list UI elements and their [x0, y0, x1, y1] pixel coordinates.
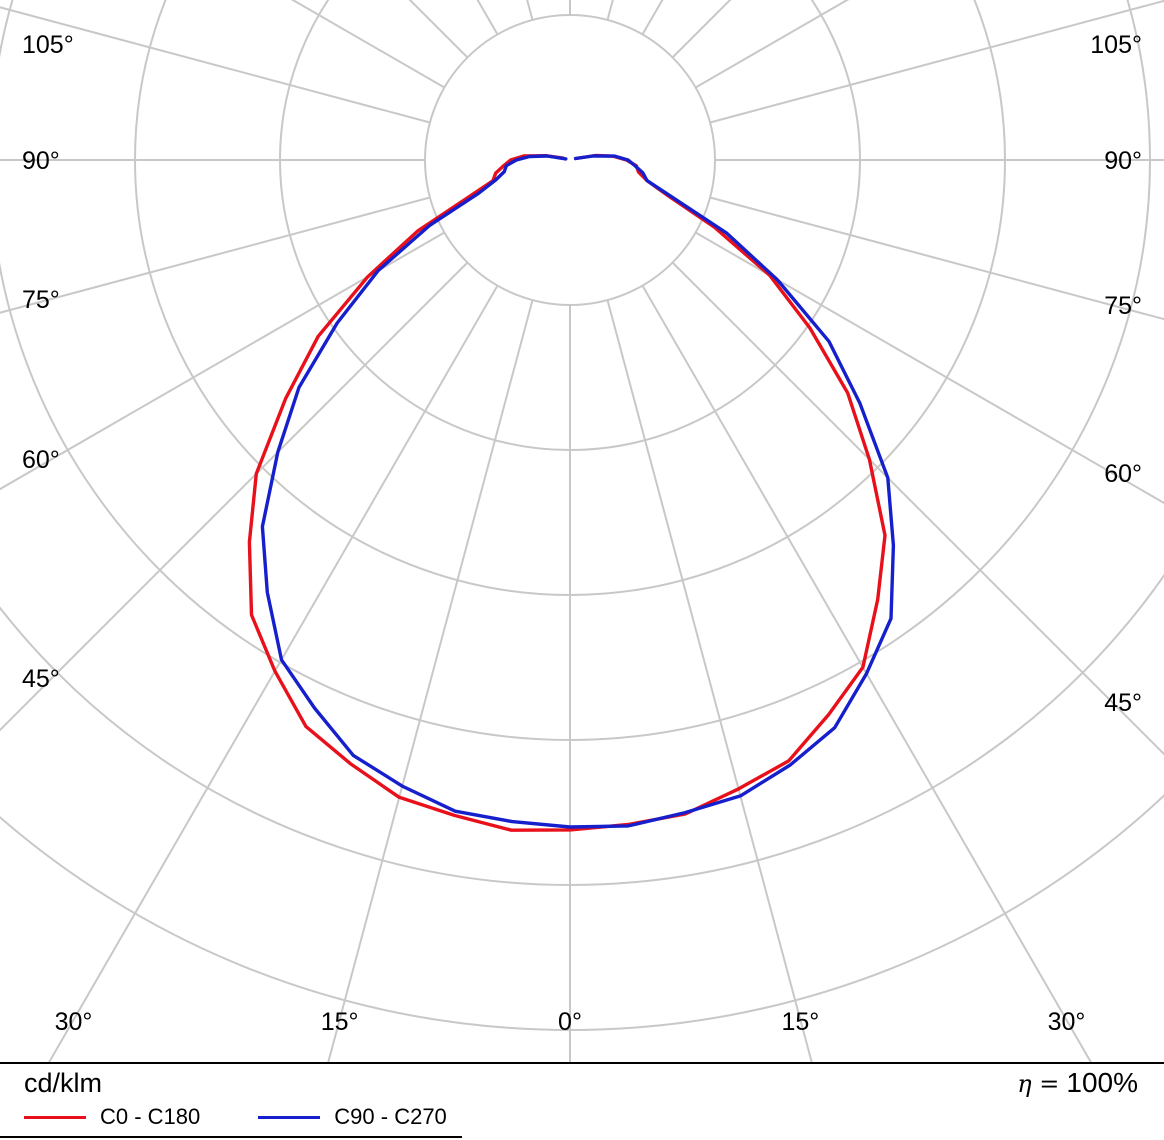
curve-C0-C180	[247, 153, 887, 832]
radial-line	[671, 261, 1164, 756]
efficiency-text: η = 100%	[1017, 1067, 1138, 1099]
grid-circle	[424, 14, 716, 306]
legend-line-blue	[258, 1115, 321, 1119]
polar-chart: 105° 90° 75° 60° 45° 105° 90° 75° 60° 45° 30° 15° 0°…	[0, 0, 1164, 1062]
curve-C90-C270	[260, 154, 896, 829]
radial-line	[695, 0, 850, 89]
angle-label: 60°	[22, 446, 60, 474]
angle-label: 60°	[1104, 460, 1142, 488]
radial-line	[0, 6, 431, 124]
angle-label: 45°	[22, 665, 60, 693]
units-label: cd/klm	[24, 1068, 103, 1098]
radial-line	[709, 196, 1164, 321]
angle-label: 15°	[321, 1008, 359, 1036]
legend-item-c90-c270: C90 - C270	[258, 1104, 447, 1130]
radial-line	[48, 285, 499, 1062]
angle-label: 75°	[1104, 292, 1142, 320]
radial-line	[695, 231, 1164, 505]
eta-symbol: η =	[1017, 1070, 1060, 1098]
polar-diagram-area: 105° 90° 75° 60° 45° 105° 90° 75° 60° 45° 30° 15° 0°…	[0, 0, 1164, 1062]
legend-item-c0-c180: C0 - C180	[24, 1104, 200, 1130]
grid-circle	[0, 0, 1151, 741]
radial-line	[0, 231, 445, 491]
angle-label: 30°	[55, 1008, 93, 1036]
radial-line	[327, 299, 534, 1062]
angle-label: 105°	[22, 31, 74, 59]
legend-line-red	[24, 1115, 86, 1119]
legend-label-c0-c180: C0 - C180	[100, 1104, 201, 1129]
footer-row: cd/klm η = 100%	[0, 1064, 1164, 1099]
angle-labels: 105° 90° 75° 60° 45° 105° 90° 75° 60° 45° 30° 15° 0°…	[22, 31, 1142, 1036]
radial-line	[709, 0, 1164, 124]
angle-label: 90°	[22, 147, 60, 175]
angle-label: 105°	[1090, 31, 1142, 59]
grid-circle	[0, 573, 1164, 886]
radial-line	[0, 261, 469, 732]
radial-line	[606, 299, 813, 1062]
chart-footer: cd/klm η = 100% C0 - C180 C90 - C270	[0, 1062, 1164, 1138]
radial-line	[290, 0, 445, 89]
angle-label: 90°	[1104, 147, 1142, 175]
radial-line	[0, 196, 431, 314]
efficiency-value: 100%	[1066, 1067, 1138, 1098]
polar-grid	[0, 0, 1164, 1062]
angle-label: 30°	[1048, 1008, 1086, 1036]
legend-label-c90-c270: C90 - C270	[334, 1104, 447, 1129]
angle-label: 15°	[781, 1008, 819, 1036]
radial-line	[641, 285, 1092, 1062]
legend-underline	[0, 1136, 462, 1138]
grid-circle	[0, 794, 1164, 1031]
angle-label: 0°	[558, 1008, 582, 1036]
angle-label: 45°	[1104, 689, 1142, 717]
legend: C0 - C180 C90 - C270	[0, 1099, 1164, 1130]
angle-label: 75°	[22, 286, 60, 314]
